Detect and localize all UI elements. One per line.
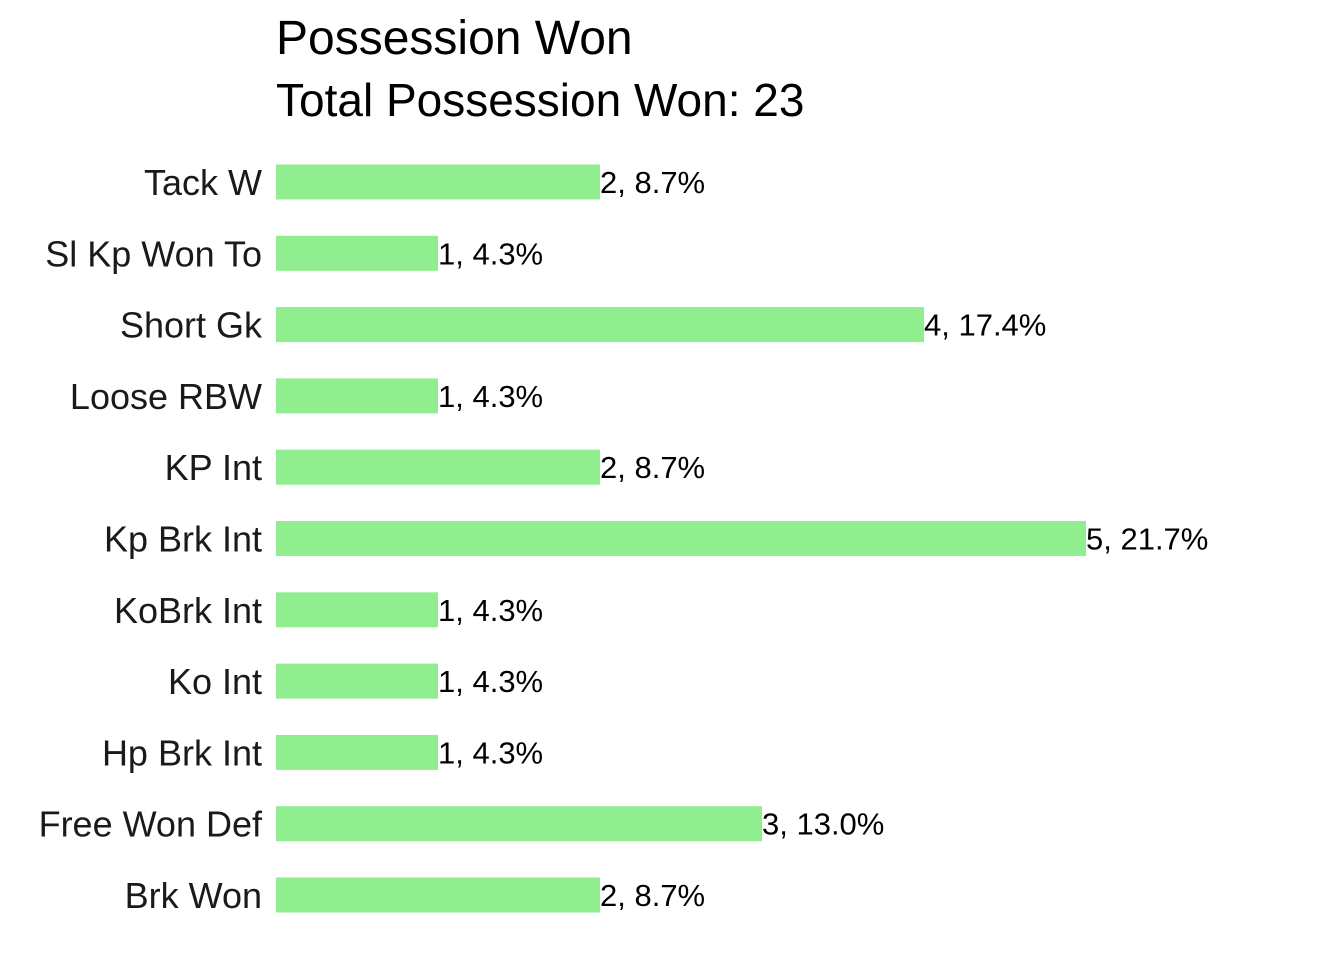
category-label-kobrk-int: KoBrk Int [114, 590, 262, 631]
chart-title: Possession Won [276, 12, 633, 65]
bar-kobrk-int [276, 592, 438, 628]
chart-subtitle: Total Possession Won: 23 [276, 74, 804, 126]
data-label-ko-int: 1, 4.3% [438, 664, 543, 699]
bar-tack-w [276, 164, 600, 200]
data-label-brk-won: 2, 8.7% [600, 878, 705, 913]
category-label-kp-brk-int: Kp Brk Int [104, 519, 262, 560]
bar-sl-kp-won-to [276, 235, 438, 271]
category-label-hp-brk-int: Hp Brk Int [102, 732, 262, 773]
data-label-kp-brk-int: 5, 21.7% [1086, 522, 1208, 557]
category-label-short-gk: Short Gk [120, 305, 263, 346]
bar-kp-int [276, 449, 600, 485]
data-label-sl-kp-won-to: 1, 4.3% [438, 236, 543, 271]
data-label-tack-w: 2, 8.7% [600, 165, 705, 200]
category-label-loose-rbw: Loose RBW [70, 376, 262, 417]
category-label-free-won-def: Free Won Def [39, 804, 263, 845]
data-label-free-won-def: 3, 13.0% [762, 807, 884, 842]
bar-ko-int [276, 663, 438, 699]
bars [276, 164, 1086, 913]
data-labels: 2, 8.7% 1, 4.3% 4, 17.4% 1, 4.3% 2, 8.7% 5, 2… [438, 165, 1208, 913]
data-label-loose-rbw: 1, 4.3% [438, 379, 543, 414]
bar-short-gk [276, 307, 924, 343]
data-label-short-gk: 4, 17.4% [924, 308, 1046, 343]
category-label-kp-int: KP Int [165, 447, 262, 488]
category-label-ko-int: Ko Int [168, 661, 262, 702]
bar-free-won-def [276, 806, 762, 842]
bar-loose-rbw [276, 378, 438, 414]
bar-hp-brk-int [276, 734, 438, 770]
category-label-sl-kp-won-to: Sl Kp Won To [45, 233, 262, 274]
category-label-tack-w: Tack W [144, 162, 262, 203]
bar-kp-brk-int [276, 521, 1086, 556]
category-label-brk-won: Brk Won [125, 875, 262, 916]
data-label-kobrk-int: 1, 4.3% [438, 593, 543, 628]
bar-brk-won [276, 877, 600, 913]
data-label-hp-brk-int: 1, 4.3% [438, 735, 543, 770]
data-label-kp-int: 2, 8.7% [600, 450, 705, 485]
category-axis-labels: Tack W Sl Kp Won To Short Gk Loose RBW KP In… [39, 162, 263, 916]
